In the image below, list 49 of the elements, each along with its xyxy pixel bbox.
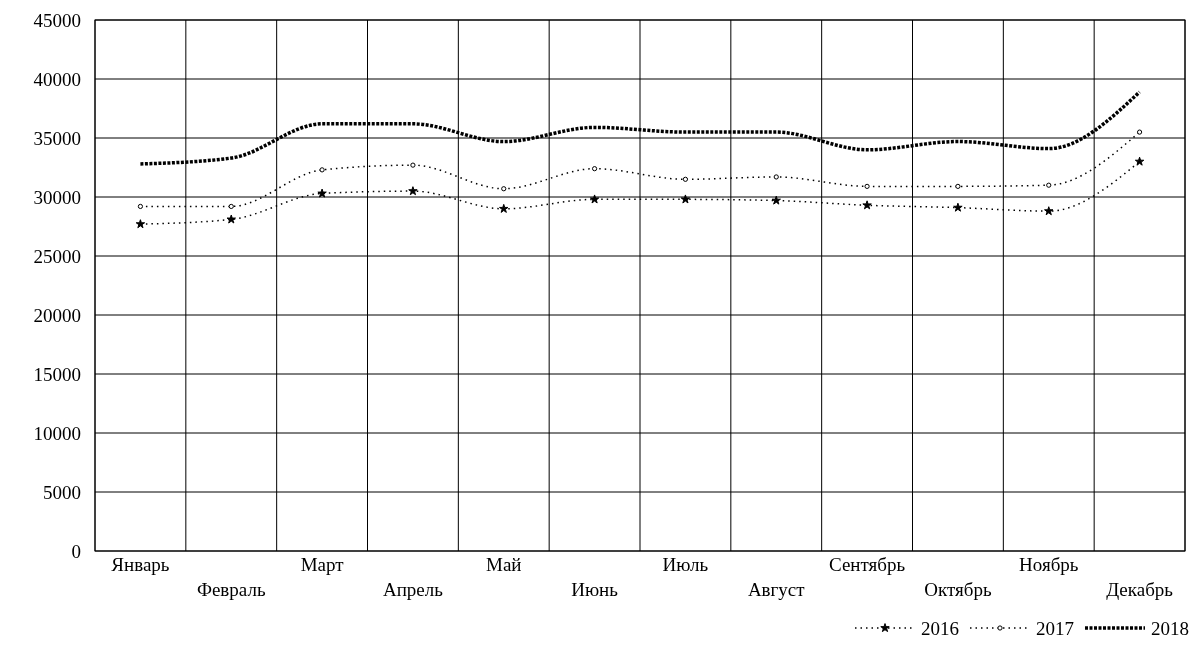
point bbox=[499, 203, 509, 213]
x-tick-label: Ноябрь bbox=[1019, 554, 1079, 575]
x-tick-label: Апрель bbox=[382, 579, 444, 600]
point bbox=[773, 174, 779, 180]
y-tick-label: 35000 bbox=[33, 127, 81, 149]
x-tick-label: Август bbox=[747, 579, 806, 600]
point bbox=[771, 195, 781, 205]
point bbox=[955, 183, 961, 189]
point bbox=[501, 186, 507, 192]
y-tick-label: 0 bbox=[71, 540, 81, 562]
x-tick-label: Май bbox=[486, 554, 522, 575]
point bbox=[410, 162, 416, 168]
point bbox=[408, 186, 418, 196]
point bbox=[864, 183, 870, 189]
point bbox=[680, 194, 691, 204]
x-tick-label: Сентябрь bbox=[829, 554, 906, 575]
point bbox=[953, 202, 963, 212]
point bbox=[137, 203, 144, 210]
y-tick-label: 40000 bbox=[33, 68, 81, 90]
x-tick-label: Январь bbox=[111, 554, 170, 575]
y-tick-label: 45000 bbox=[33, 9, 81, 31]
y-tick-label: 5000 bbox=[43, 481, 81, 503]
point bbox=[1044, 206, 1054, 216]
point bbox=[862, 200, 872, 210]
y-tick-label: 25000 bbox=[33, 245, 81, 267]
y-tick-label: 20000 bbox=[33, 304, 81, 326]
point bbox=[226, 214, 236, 224]
x-tick-label: Июль bbox=[662, 554, 709, 575]
x-tick-label: Февраль bbox=[196, 579, 266, 600]
point bbox=[228, 203, 234, 210]
point bbox=[135, 219, 146, 229]
point bbox=[591, 166, 598, 172]
point bbox=[319, 167, 325, 173]
y-tick-label: 30000 bbox=[33, 186, 81, 208]
point bbox=[1134, 156, 1145, 166]
point bbox=[682, 176, 689, 182]
point bbox=[317, 188, 327, 198]
point bbox=[589, 194, 600, 204]
x-tick-label: Март bbox=[300, 554, 345, 575]
legend-label: 2018 bbox=[1151, 617, 1189, 639]
y-tick-label: 15000 bbox=[33, 363, 81, 385]
y-tick-label: 10000 bbox=[33, 422, 81, 444]
point bbox=[1136, 129, 1143, 135]
x-tick-label: Декабрь bbox=[1106, 579, 1174, 600]
x-tick-label: Июнь bbox=[571, 579, 619, 600]
legend-label: 2016 bbox=[921, 617, 959, 639]
legend-label: 2017 bbox=[1036, 617, 1074, 639]
x-tick-label: Октябрь bbox=[924, 579, 992, 600]
point bbox=[1046, 182, 1052, 188]
